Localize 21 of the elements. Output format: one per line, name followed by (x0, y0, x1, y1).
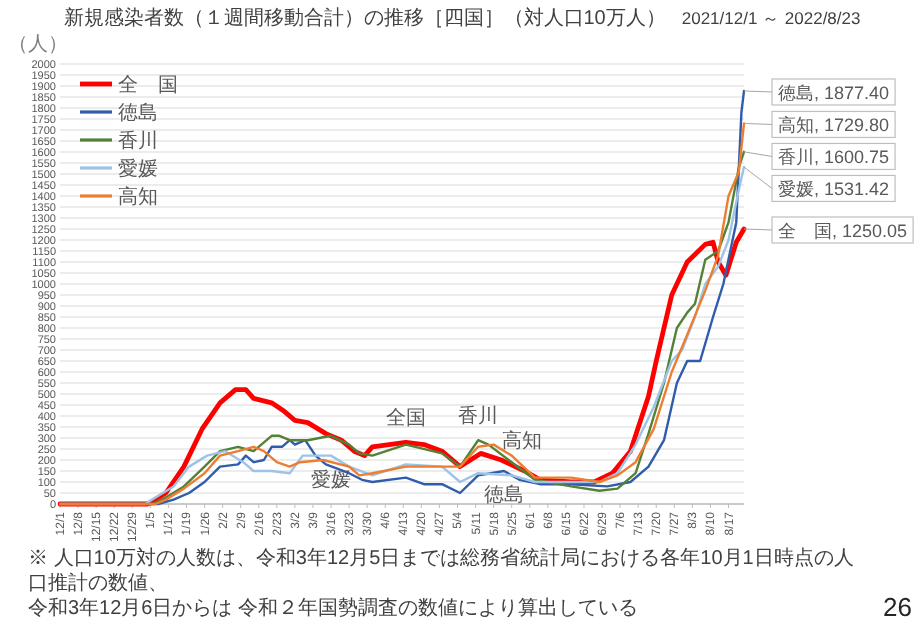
chart-title: 新規感染者数（１週間移動合計）の推移［四国］（対人口10万人） (63, 6, 666, 30)
text: ※ 人口10万対の人数は、令和3年12月5日までは総務省統計局における各年10月1日時点の人口推計の数値、 (28, 546, 854, 595)
y-axis-title: （人） (8, 34, 68, 56)
legend-label: 香川 (118, 129, 158, 153)
annotation: 徳島, 1877.40 (778, 82, 890, 103)
text: 令和3年12月6日からは 令和２年国勢調査の数値により算出している (28, 596, 639, 620)
annotation: 香川, 1600.75 (778, 147, 890, 168)
annotation: 香川 (458, 404, 499, 429)
annotation: 全国 (385, 406, 426, 431)
legend-label: 愛媛 (118, 157, 158, 181)
chart-subtitle: 2021/12/1 ～ 2022/8/23 (681, 8, 862, 28)
annotation: 高知, 1729.80 (778, 115, 890, 136)
legend-label: 徳島 (118, 101, 158, 125)
annotation: 高知 (502, 429, 543, 454)
legend-label: 全 国 (118, 73, 178, 97)
annotation: 愛媛 (311, 467, 352, 492)
annotation: 全 国, 1250.05 (778, 220, 908, 241)
legend-label: 高知 (118, 185, 158, 209)
annotation: 愛媛, 1531.42 (778, 179, 890, 200)
text: 26 (883, 592, 912, 622)
annotation: 徳島 (483, 483, 524, 507)
